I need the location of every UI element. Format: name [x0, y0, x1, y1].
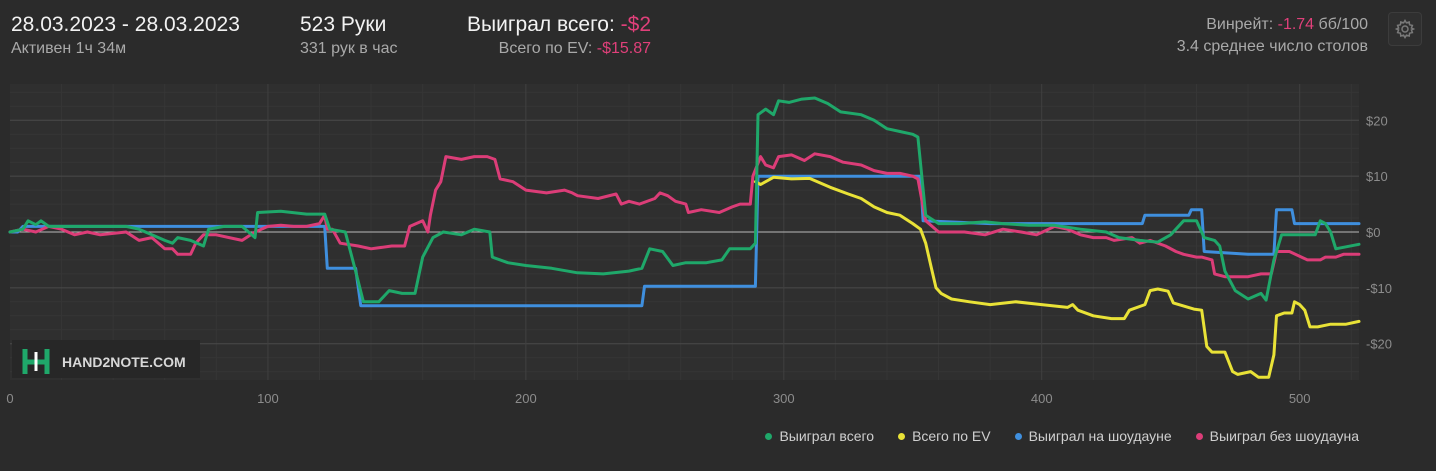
- winrate-block: Винрейт: -1.74 бб/100 3.4 среднее число …: [1177, 14, 1368, 58]
- y-tick-label: $20: [1366, 113, 1388, 128]
- watermark-box: [12, 340, 200, 378]
- legend-dot-icon: [1195, 432, 1203, 440]
- legend-item-2[interactable]: Выиграл на шоудауне: [1014, 428, 1172, 444]
- won-block: Выиграл всего: -$2 Всего по EV: -$15.87: [467, 12, 651, 60]
- major-grid: [10, 84, 1359, 380]
- active-time: Активен 1ч 34м: [11, 40, 127, 57]
- winrate-unit: бб/100: [1318, 16, 1368, 33]
- x-tick-label: 400: [1031, 391, 1053, 406]
- series-line-1: [753, 175, 1361, 379]
- x-tick-label: 500: [1289, 391, 1311, 406]
- legend-label: Выиграл на шоудауне: [1028, 428, 1172, 444]
- won-total-label: Выиграл всего:: [467, 13, 615, 36]
- x-axis-labels: 0 100 200 300 400 500: [6, 391, 1310, 406]
- avg-tables: 3.4 среднее число столов: [1176, 38, 1368, 55]
- legend-label: Выиграл всего: [779, 428, 875, 444]
- winrate-label: Винрейт:: [1206, 16, 1274, 33]
- legend-dot-icon: [898, 432, 906, 440]
- won-total-value: -$2: [620, 13, 651, 36]
- x-tick-label: 200: [515, 391, 537, 406]
- legend-item-3[interactable]: Выиграл без шоудауна: [1195, 428, 1359, 444]
- hand2note-logo-icon: [22, 349, 50, 374]
- date-range: 28.03.2023 - 28.03.2023: [11, 13, 240, 36]
- watermark-text: HAND2NOTE.COM: [62, 354, 186, 370]
- y-tick-label: -$10: [1366, 281, 1392, 296]
- ev-label: Всего по EV:: [498, 40, 593, 57]
- y-tick-label: $0: [1366, 225, 1380, 240]
- legend-dot-icon: [765, 432, 773, 440]
- date-block: 28.03.2023 - 28.03.2023 Активен 1ч 34м: [11, 12, 240, 60]
- x-tick-label: 300: [773, 391, 795, 406]
- x-tick-label: 0: [6, 391, 13, 406]
- series-lines: [8, 96, 1361, 379]
- legend-dot-icon: [1014, 432, 1022, 440]
- legend-label: Всего по EV: [912, 428, 991, 444]
- x-tick-label: 100: [257, 391, 279, 406]
- winrate-value: -1.74: [1277, 16, 1315, 33]
- series-line-0: [8, 96, 1361, 304]
- legend-label: Выиграл без шоудауна: [1209, 428, 1359, 444]
- y-tick-label: $10: [1366, 169, 1388, 184]
- hands-count: 523 Руки: [300, 13, 387, 36]
- gear-icon: [1395, 19, 1415, 39]
- hands-per-hour: 331 рук в час: [300, 40, 398, 57]
- ev-line: Всего по EV: -$15.87: [467, 38, 651, 60]
- legend-item-0[interactable]: Выиграл всего: [765, 428, 874, 444]
- y-axis-labels: $20 $10 $0 -$10 -$20: [1366, 113, 1392, 351]
- settings-button[interactable]: [1388, 12, 1422, 46]
- legend-item-1[interactable]: Всего по EV: [898, 428, 991, 444]
- y-tick-label: -$20: [1366, 337, 1392, 352]
- winrate-line: Винрейт: -1.74 бб/100: [1177, 14, 1368, 36]
- ev-value: -$15.87: [596, 40, 651, 57]
- legend: Выиграл всего Всего по EV Выиграл на шоуда…: [765, 428, 1359, 444]
- hands-block: 523 Руки 331 рук в час: [300, 12, 397, 60]
- won-total-line: Выиграл всего: -$2: [467, 12, 651, 38]
